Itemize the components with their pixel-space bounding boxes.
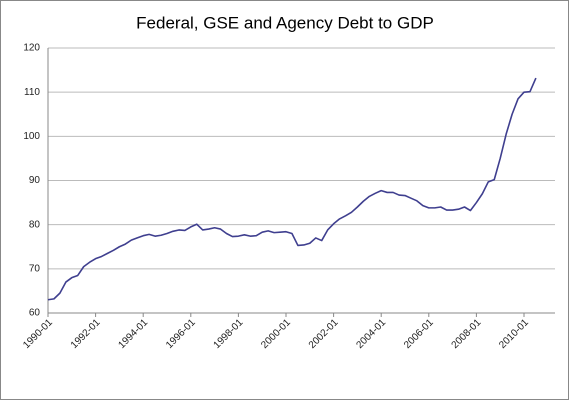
y-tick-label: 70 [29, 263, 41, 274]
chart-title: Federal, GSE and Agency Debt to GDP [136, 13, 434, 32]
y-tick-label: 90 [29, 175, 41, 186]
y-tick-label: 110 [24, 87, 40, 98]
y-tick-label: 60 [29, 308, 41, 319]
y-tick-label: 120 [23, 43, 40, 54]
y-tick-label: 100 [23, 131, 40, 142]
data-line [47, 77, 537, 301]
y-tick-label: 80 [29, 219, 41, 230]
